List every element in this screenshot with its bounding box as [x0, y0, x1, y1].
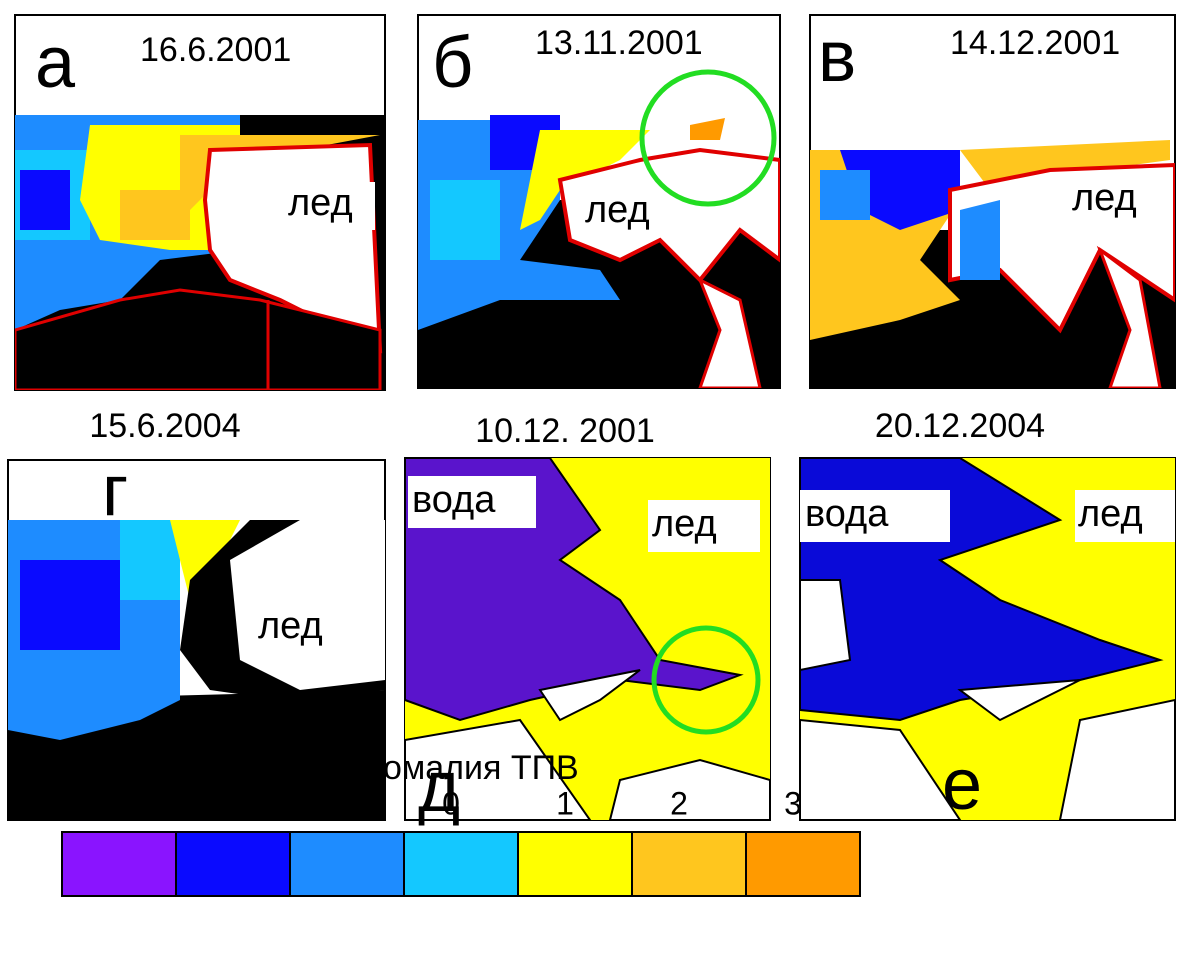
colorbar-title: аномалия ТПВ — [345, 749, 578, 787]
color-swatch — [404, 832, 518, 896]
panel-letter: а — [35, 23, 76, 103]
tick-label: 0 — [442, 785, 460, 821]
color-swatch — [62, 832, 176, 896]
map-panel — [8, 460, 385, 820]
panel-letter: б — [432, 23, 473, 103]
panel-letter: е — [942, 745, 982, 825]
panel-date: 16.6.2001 — [140, 31, 291, 69]
water-label: вода — [412, 479, 496, 521]
color-swatch — [746, 832, 860, 896]
tick-label: 1 — [556, 785, 574, 821]
color-swatch — [518, 832, 632, 896]
page: {"panels": [ {"letter": "а", "date": "16… — [0, 0, 1181, 956]
color-swatch — [290, 832, 404, 896]
color-swatch — [176, 832, 290, 896]
tick-label: -1 — [323, 785, 351, 821]
panel-date: 10.12. 2001 — [475, 412, 655, 450]
panel-date: 13.11.2001 — [535, 24, 703, 62]
tick-label: 3 — [784, 785, 802, 821]
tick-label: -3 — [95, 785, 123, 821]
figure: а 16.6.2001 лед б 13.11.2001 лед в 14.12… — [0, 0, 1181, 951]
map-image — [15, 115, 385, 390]
water-label: вода — [805, 493, 889, 535]
ice-label: лед — [1078, 493, 1143, 535]
panel-date: 14.12.2001 — [950, 24, 1120, 62]
panel-date: 15.6.2004 — [89, 407, 240, 445]
ice-label: лед — [258, 605, 323, 647]
ice-label: лед — [288, 182, 353, 224]
ice-label: лед — [652, 503, 717, 545]
ice-label: лед — [585, 189, 650, 231]
color-swatch — [632, 832, 746, 896]
panel-date: 20.12.2004 — [875, 407, 1045, 445]
ice-label: лед — [1072, 177, 1137, 219]
tick-label: -2 — [209, 785, 237, 821]
panel-letter: г — [102, 451, 128, 531]
tick-label: 2 — [670, 785, 688, 821]
map-image — [8, 520, 385, 820]
panel-letter: в — [818, 17, 856, 97]
